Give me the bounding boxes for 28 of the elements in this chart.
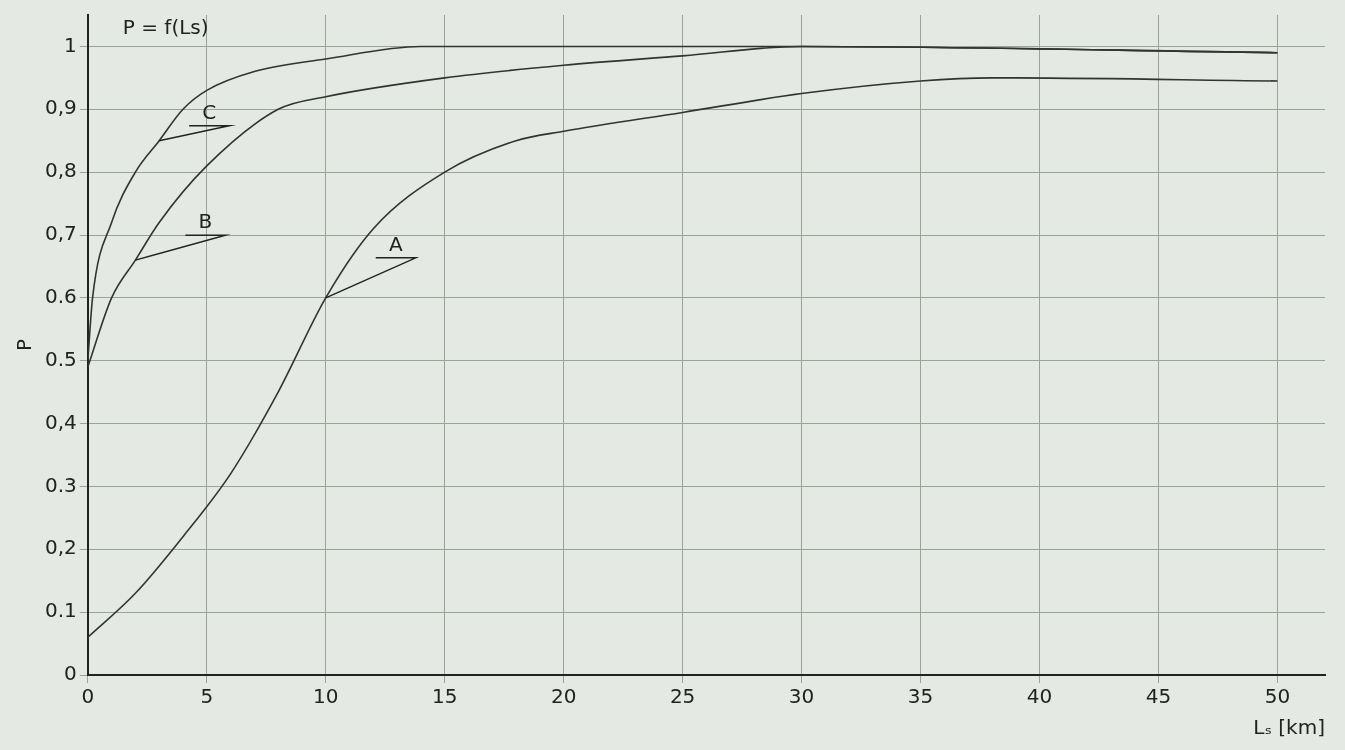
x-tick-label: 5 xyxy=(200,684,214,709)
x-tick-label: 10 xyxy=(313,684,339,709)
y-axis-title: P xyxy=(12,338,37,352)
y-tick-label: 0.5 xyxy=(44,346,77,371)
x-tick-label: 20 xyxy=(550,684,577,709)
x-tick-label: 0 xyxy=(81,684,95,709)
annotation: P = f(Ls) xyxy=(122,15,209,40)
series-label: C xyxy=(202,99,217,124)
x-tick-label: 15 xyxy=(431,684,458,709)
series-label: B xyxy=(198,209,213,234)
x-tick-label: 45 xyxy=(1145,684,1172,709)
y-tick-label: 0.1 xyxy=(44,598,77,623)
y-tick-label: 0.3 xyxy=(44,472,77,497)
y-tick-label: 0,2 xyxy=(44,535,77,560)
x-tick-label: 50 xyxy=(1264,684,1291,709)
y-tick-label: 1 xyxy=(64,32,77,57)
x-tick-label: 25 xyxy=(669,684,696,709)
x-tick-label: 35 xyxy=(907,684,934,709)
x-tick-label: 40 xyxy=(1026,684,1053,709)
y-tick-label: 0 xyxy=(64,661,77,686)
x-axis-title: Lₛ [km] xyxy=(1253,715,1325,740)
y-tick-label: 0,8 xyxy=(44,158,77,183)
x-tick-label: 30 xyxy=(788,684,815,709)
y-tick-label: 0,9 xyxy=(44,95,77,120)
y-tick-label: 0.6 xyxy=(44,284,77,309)
y-tick-label: 0,7 xyxy=(44,221,77,246)
y-tick-label: 0,4 xyxy=(44,409,77,434)
series-label: A xyxy=(388,232,403,257)
